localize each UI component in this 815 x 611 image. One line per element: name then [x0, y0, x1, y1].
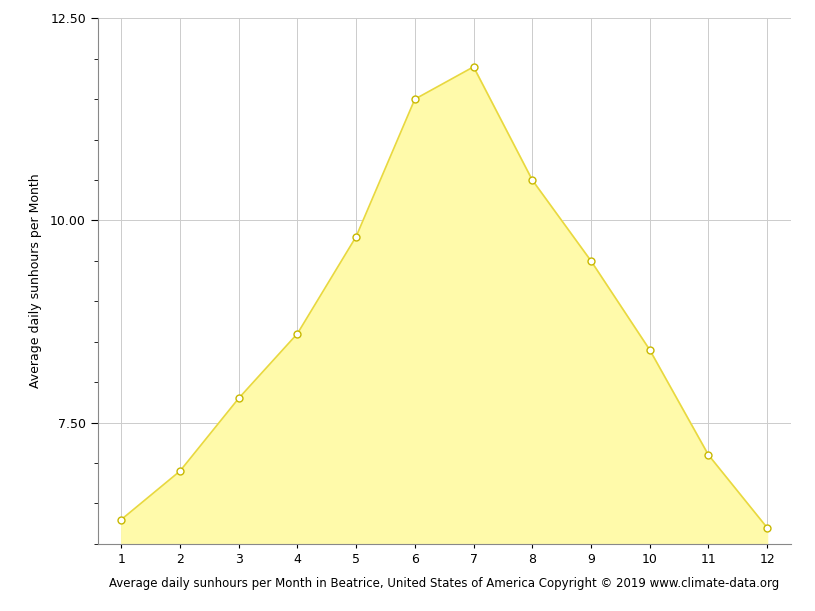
- X-axis label: Average daily sunhours per Month in Beatrice, United States of America Copyright: Average daily sunhours per Month in Beat…: [109, 577, 779, 590]
- Y-axis label: Average daily sunhours per Month: Average daily sunhours per Month: [29, 174, 42, 389]
